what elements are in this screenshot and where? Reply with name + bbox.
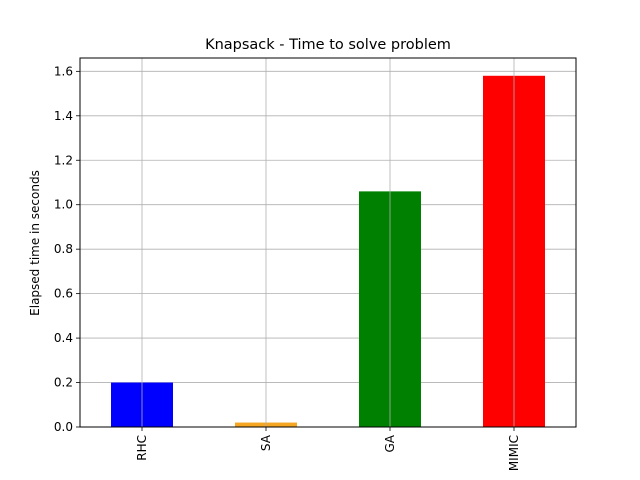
y-tick-label: 0.8: [54, 242, 73, 256]
y-tick-label: 0.0: [54, 420, 73, 434]
gridlines-overlay: [141, 58, 515, 427]
x-axis-ticks: RHC SA GA MIMIC: [135, 427, 521, 471]
chart-title: Knapsack - Time to solve problem: [205, 37, 451, 53]
y-tick-label: 1.2: [54, 153, 73, 167]
y-tick-label: 1.0: [54, 198, 73, 212]
x-tick-label-sa: SA: [259, 434, 273, 451]
y-tick-label: 0.4: [54, 331, 73, 345]
x-tick-label-rhc: RHC: [135, 435, 149, 461]
y-tick-label: 0.2: [54, 376, 73, 390]
x-tick-label-ga: GA: [383, 434, 397, 452]
plot-frame: [79, 57, 577, 428]
y-tick-label: 1.6: [54, 64, 73, 78]
y-tick-label: 0.6: [54, 287, 73, 301]
bars: [111, 75, 545, 427]
x-tick-label-mimic: MIMIC: [507, 435, 521, 471]
y-axis-label: Elapsed time in seconds: [28, 170, 42, 316]
y-axis-ticks: 0.0 0.2 0.4 0.6 0.8 1.0 1.2 1.4 1.6: [54, 64, 80, 434]
y-tick-label: 1.4: [54, 109, 73, 123]
